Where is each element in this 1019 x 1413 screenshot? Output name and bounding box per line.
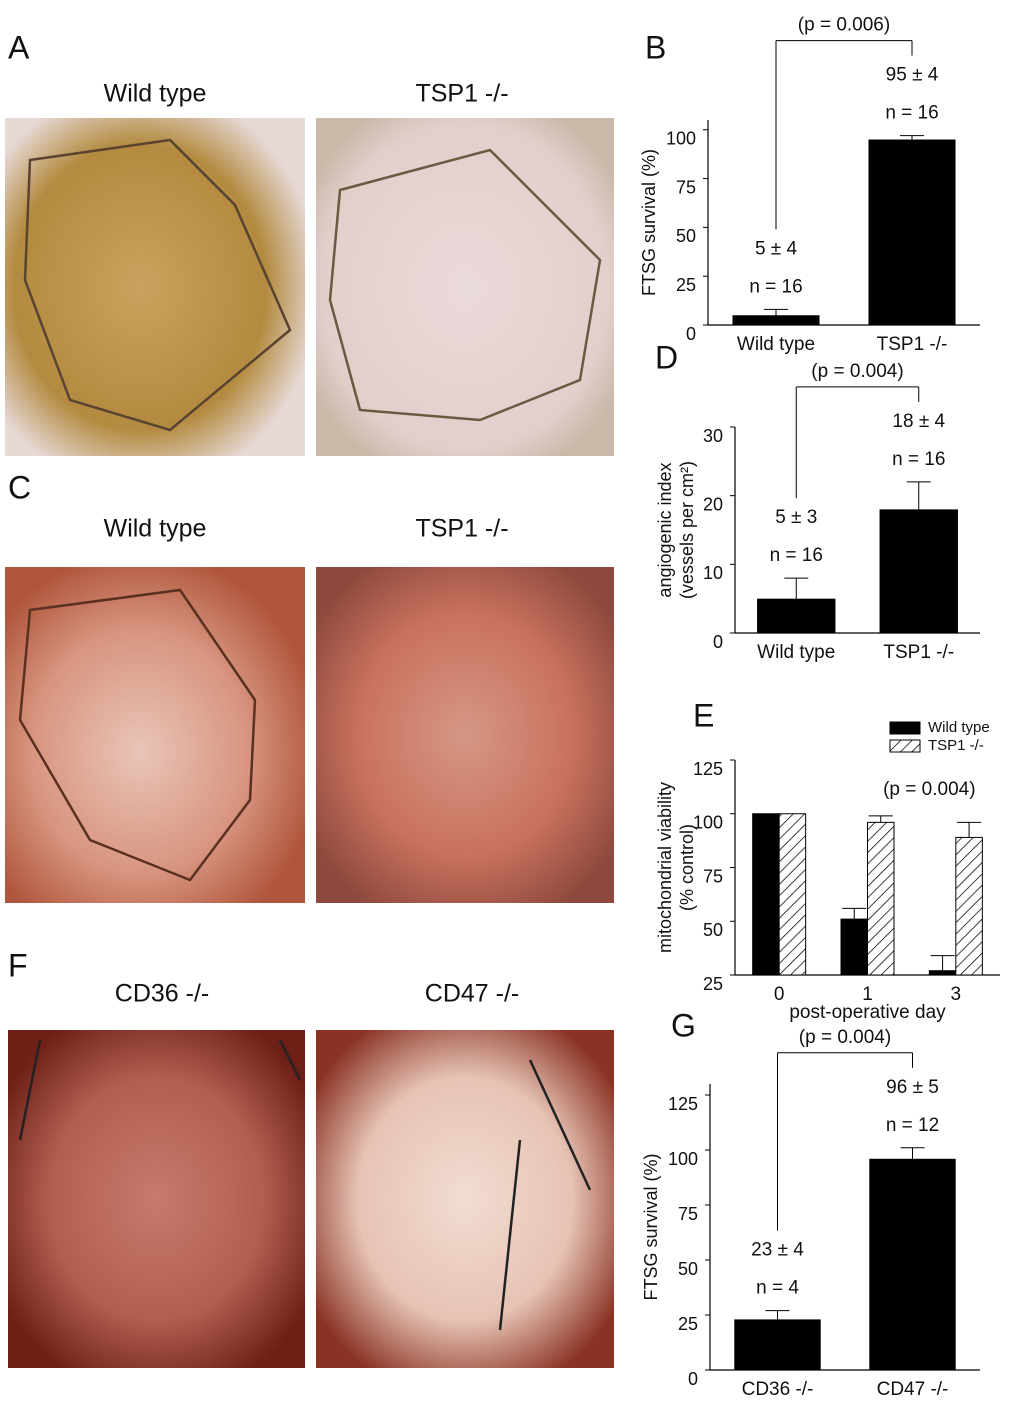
y-tick-label: 125	[693, 759, 723, 779]
bar	[879, 509, 958, 633]
x-tick-label: Wild type	[737, 334, 815, 355]
panel-letter: E	[693, 697, 714, 733]
y-tick-label: 75	[703, 866, 723, 886]
sutures	[18, 138, 602, 1331]
y-tick-label: 100	[666, 129, 696, 149]
y-tick-label: 75	[676, 177, 696, 197]
photo-caption: Wild type	[104, 80, 207, 108]
n-label: n = 16	[749, 276, 802, 297]
panel-letter: F	[8, 947, 28, 983]
y-tick-label: 50	[703, 920, 723, 940]
legend-label: Wild type	[928, 719, 990, 736]
p-value: (p = 0.004)	[811, 361, 903, 382]
value-label: 96 ± 5	[886, 1077, 939, 1098]
photo	[316, 1030, 614, 1368]
n-label: n = 16	[885, 103, 938, 124]
bar	[778, 813, 807, 976]
y-axis-label: (% control)	[677, 824, 697, 911]
n-label: n = 12	[886, 1115, 939, 1136]
y-tick-label: 125	[668, 1094, 698, 1114]
value-label: 5 ± 4	[755, 238, 798, 259]
value-label: 5 ± 3	[775, 507, 817, 528]
value-label: 18 ± 4	[892, 411, 945, 432]
y-tick-label: 10	[703, 563, 723, 583]
x-tick-label: TSP1 -/-	[877, 334, 948, 355]
y-tick-label: 25	[703, 974, 723, 994]
y-tick-label: 20	[703, 494, 723, 514]
bar	[928, 970, 957, 976]
y-tick-label: 30	[703, 426, 723, 446]
n-label: n = 4	[756, 1278, 799, 1299]
y-tick-label: 0	[686, 324, 696, 344]
y-axis-label: FTSG survival (%)	[641, 1153, 661, 1300]
panel-letter: A	[8, 29, 30, 65]
legend-label: TSP1 -/-	[928, 737, 984, 754]
x-tick-label: CD47 -/-	[877, 1379, 949, 1400]
y-tick-label: 50	[678, 1259, 698, 1279]
photo-caption: CD36 -/-	[115, 980, 209, 1008]
panel-letter: D	[655, 339, 678, 375]
y-tick-label: 25	[676, 275, 696, 295]
y-tick-label: 100	[668, 1149, 698, 1169]
x-tick-label: 3	[951, 984, 962, 1005]
photo	[316, 118, 614, 456]
legend-swatch	[889, 739, 921, 753]
x-tick-label: 0	[774, 984, 785, 1005]
photo-caption: Wild type	[104, 515, 207, 543]
bar	[869, 1158, 956, 1370]
bar	[955, 836, 983, 976]
bar	[732, 315, 820, 325]
bar	[734, 1319, 821, 1370]
bar	[868, 139, 956, 325]
bar	[757, 598, 836, 633]
y-axis-label: angiogenic index	[655, 462, 675, 597]
p-value: (p = 0.006)	[798, 15, 890, 36]
bar	[867, 821, 895, 976]
panel-letter: G	[671, 1007, 696, 1043]
photos	[5, 118, 614, 1368]
x-tick-label: CD36 -/-	[742, 1379, 814, 1400]
y-axis-label: FTSG survival (%)	[639, 149, 659, 296]
bar	[840, 918, 868, 976]
panel-letter: B	[645, 29, 666, 65]
y-axis-label: mitochondrial viability	[655, 782, 675, 953]
photo-caption: TSP1 -/-	[415, 515, 508, 543]
photo-caption: TSP1 -/-	[415, 80, 508, 108]
y-tick-label: 25	[678, 1314, 698, 1334]
photo	[316, 567, 614, 903]
panel-letter: C	[8, 469, 31, 505]
y-axis-label: (vessels per cm²)	[677, 461, 697, 599]
y-tick-label: 75	[678, 1204, 698, 1224]
p-value: (p = 0.004)	[883, 779, 975, 800]
y-tick-label: 50	[676, 226, 696, 246]
bar	[752, 813, 780, 976]
y-tick-label: 0	[688, 1369, 698, 1389]
x-axis-label: post-operative day	[789, 1002, 946, 1023]
x-tick-label: TSP1 -/-	[883, 642, 954, 663]
value-label: 95 ± 4	[886, 65, 939, 86]
n-label: n = 16	[892, 449, 945, 470]
y-tick-label: 100	[693, 813, 723, 833]
legend-swatch	[889, 721, 921, 735]
n-label: n = 16	[770, 545, 823, 566]
photo	[5, 118, 305, 456]
photo	[8, 1030, 305, 1368]
x-tick-label: 1	[862, 984, 873, 1005]
value-label: 23 ± 4	[751, 1240, 804, 1261]
photo-caption: CD47 -/-	[425, 980, 519, 1008]
y-tick-label: 0	[713, 632, 723, 652]
photo	[5, 567, 305, 903]
x-tick-label: Wild type	[757, 642, 835, 663]
p-value: (p = 0.004)	[799, 1027, 891, 1048]
